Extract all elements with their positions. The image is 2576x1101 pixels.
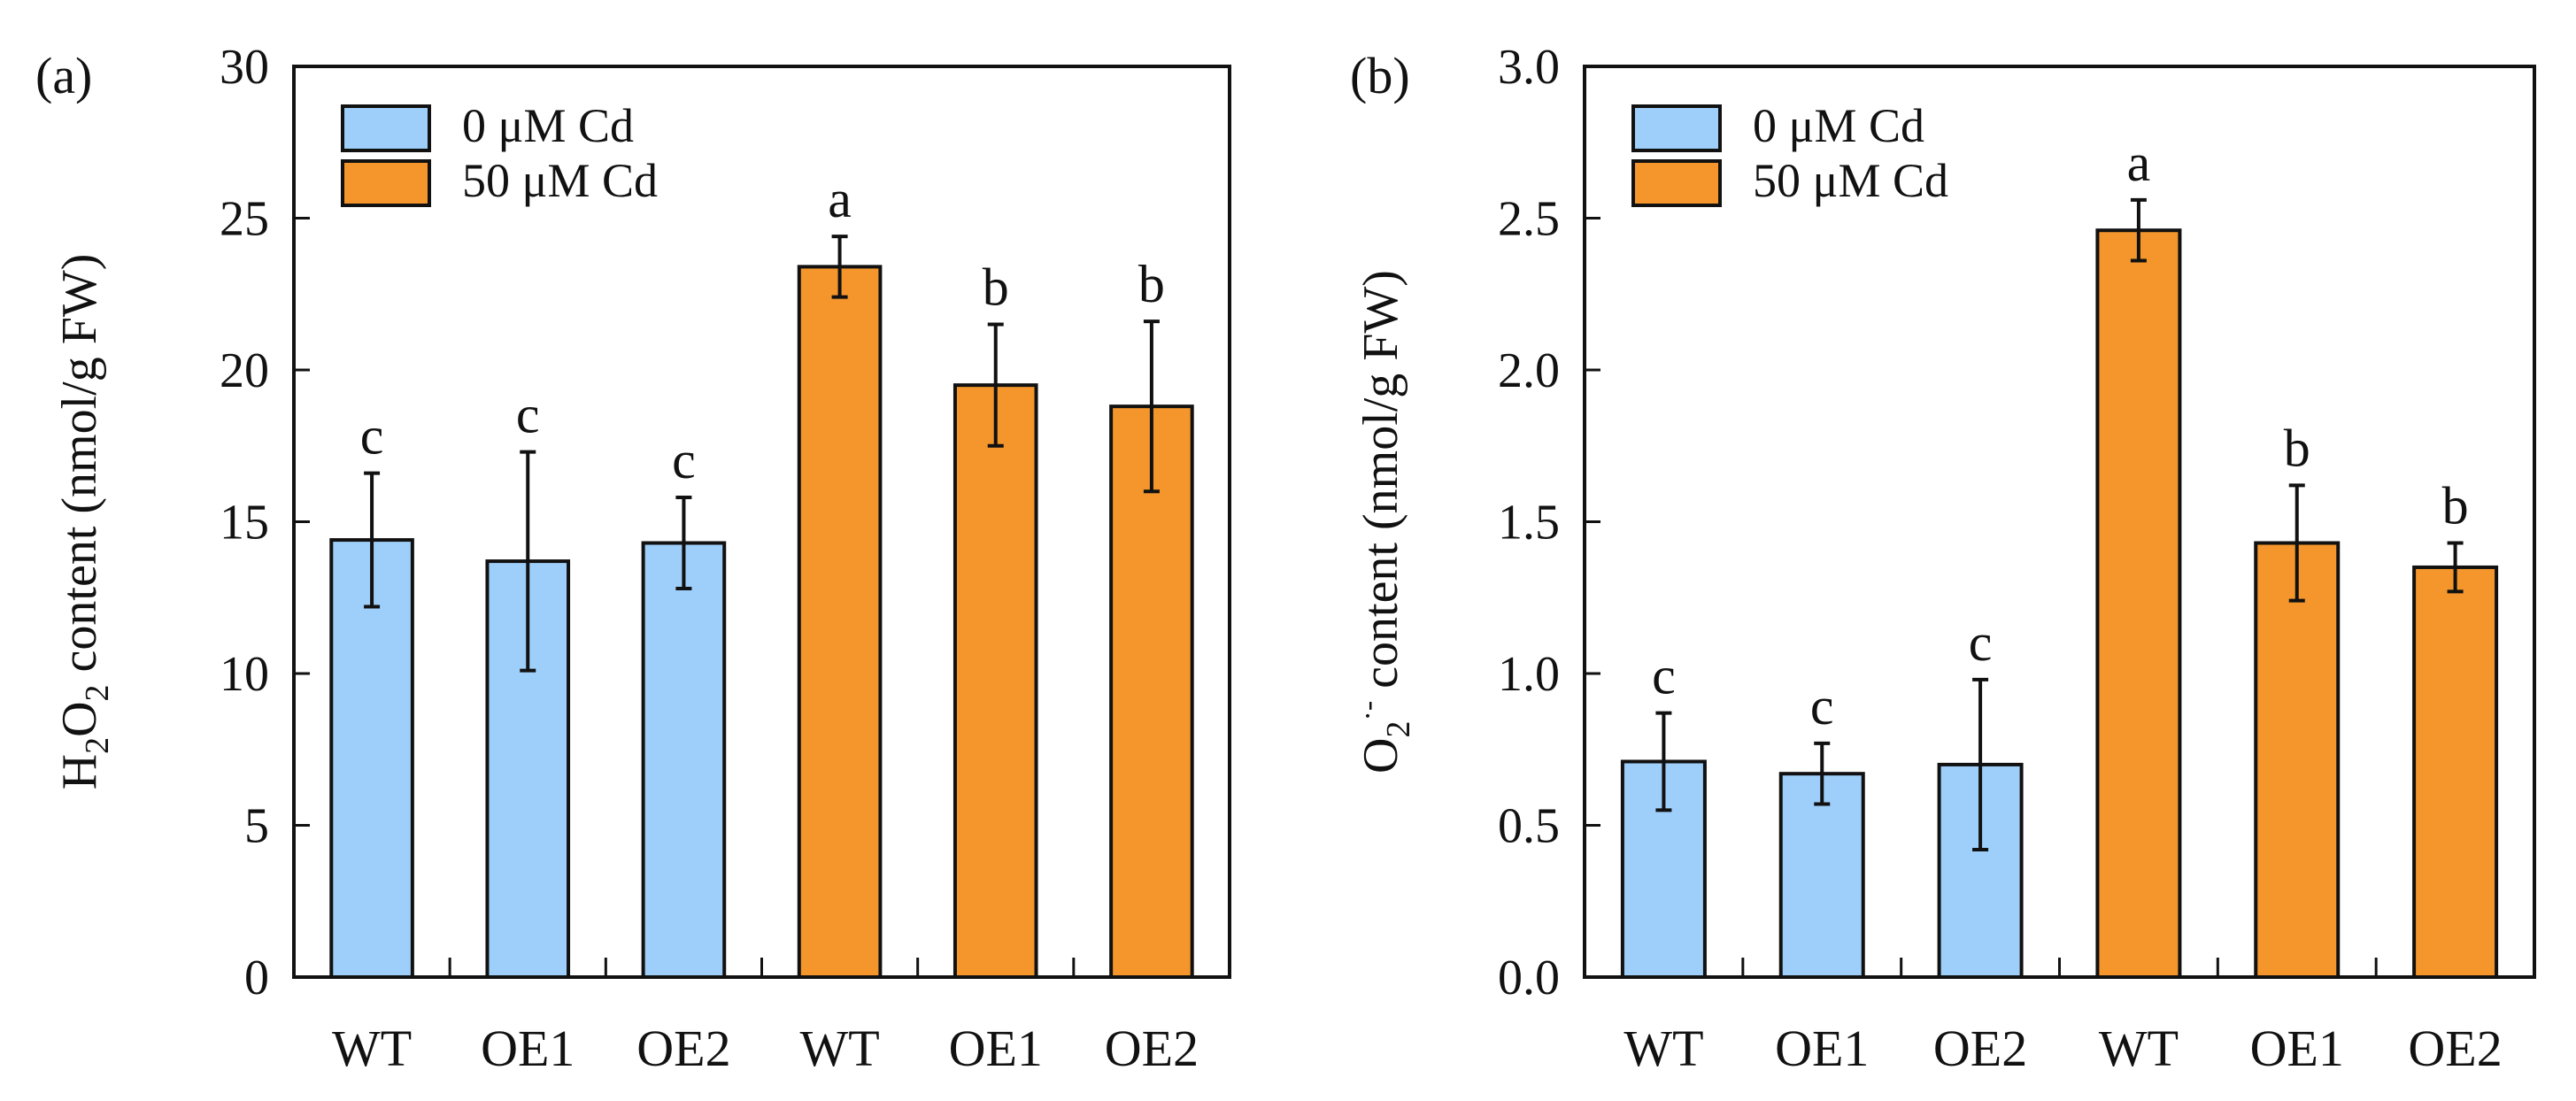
significance-letter: c [360,407,384,466]
significance-letter: b [983,258,1009,317]
significance-letter: a [2127,134,2151,192]
y-tick-label: 0.5 [1498,799,1560,854]
x-tick-label: WT [332,1020,412,1077]
x-tick-label: OE2 [2408,1020,2502,1077]
chart-panel-a: (a) 0 5 10 15 20 25 30 c c c a b b WT OE1 OE2 WT OE1 OE2 0 μ… [35,40,1231,1077]
bar [1778,772,1865,979]
plot-frame [1583,65,2536,979]
x-tick-label: OE2 [1105,1020,1199,1077]
legend-label: 50 μM Cd [1753,154,1948,207]
legend-swatch [341,159,431,207]
x-tick-label: WT [1623,1020,1703,1077]
x-tick-label: OE1 [1775,1020,1869,1077]
significance-letter: a [828,170,852,228]
ylabel-subscript: 2 [79,737,116,754]
significance-letter: c [1810,677,1834,735]
significance-letter: b [1138,255,1165,313]
bar [2095,228,2182,980]
significance-letter: c [1969,613,1993,672]
significance-letter: c [672,431,696,489]
significance-letter: c [1652,647,1676,705]
x-tick-label: OE1 [2250,1020,2344,1077]
legend-swatch [341,104,431,152]
y-tick-label: 2.5 [1498,192,1560,247]
significance-letter: c [516,386,540,444]
y-tick-label: 1.5 [1498,496,1560,550]
y-tick-label: 0.0 [1498,951,1560,1005]
ylabel-superscript: ·- [1352,701,1384,721]
y-tick-label: 15 [220,496,269,550]
y-tick-label: 1.0 [1498,647,1560,702]
chart-panel-b: (b) 0.0 0.5 1.0 1.5 2.0 2.5 3.0 c c c a b b WT OE1 OE2 WT… [1350,40,2536,1077]
y-tick-label: 25 [220,192,269,247]
ylabel-text: O [1354,738,1408,774]
ylabel-text: O [52,701,107,736]
significance-letter: b [2284,419,2310,477]
legend-label: 0 μM Cd [462,99,634,152]
x-tick-label: OE2 [636,1020,730,1077]
x-tick-label: OE1 [949,1020,1043,1077]
ylabel-subscript: 2 [79,684,116,701]
plot-frame [292,65,1231,979]
significance-letter: b [2442,477,2469,535]
y-tick-label: 2.0 [1498,343,1560,398]
y-tick-label: 30 [220,40,269,95]
legend-label: 50 μM Cd [462,154,658,207]
x-tick-label: WT [799,1020,879,1077]
y-axis-label: O2·- content (nmol/g FW) [1352,270,1417,774]
y-tick-label: 0 [244,951,269,1005]
panel-label: (a) [35,47,92,104]
ylabel-text: H [52,754,107,789]
ylabel-text: content (nmol/g FW) [52,254,107,685]
bar [2254,541,2341,979]
bar [641,541,727,979]
legend-label: 0 μM Cd [1753,99,1924,152]
legend-swatch [1631,159,1722,207]
bar [797,265,883,979]
x-tick-label: OE2 [1933,1020,2027,1077]
x-tick-label: OE1 [481,1020,575,1077]
legend-swatch [1631,104,1722,152]
panel-label: (b) [1350,47,1410,104]
y-tick-label: 20 [220,343,269,398]
y-tick-label: 10 [220,647,269,702]
y-tick-label: 5 [244,799,269,854]
ylabel-text: content (nmol/g FW) [1354,270,1408,701]
x-tick-label: WT [2099,1020,2179,1077]
ylabel-subscript: 2 [1380,721,1417,738]
y-axis-label: H2O2 content (nmol/g FW) [52,254,116,790]
bar [953,383,1038,979]
bar [2412,565,2499,979]
y-tick-label: 3.0 [1498,40,1560,95]
